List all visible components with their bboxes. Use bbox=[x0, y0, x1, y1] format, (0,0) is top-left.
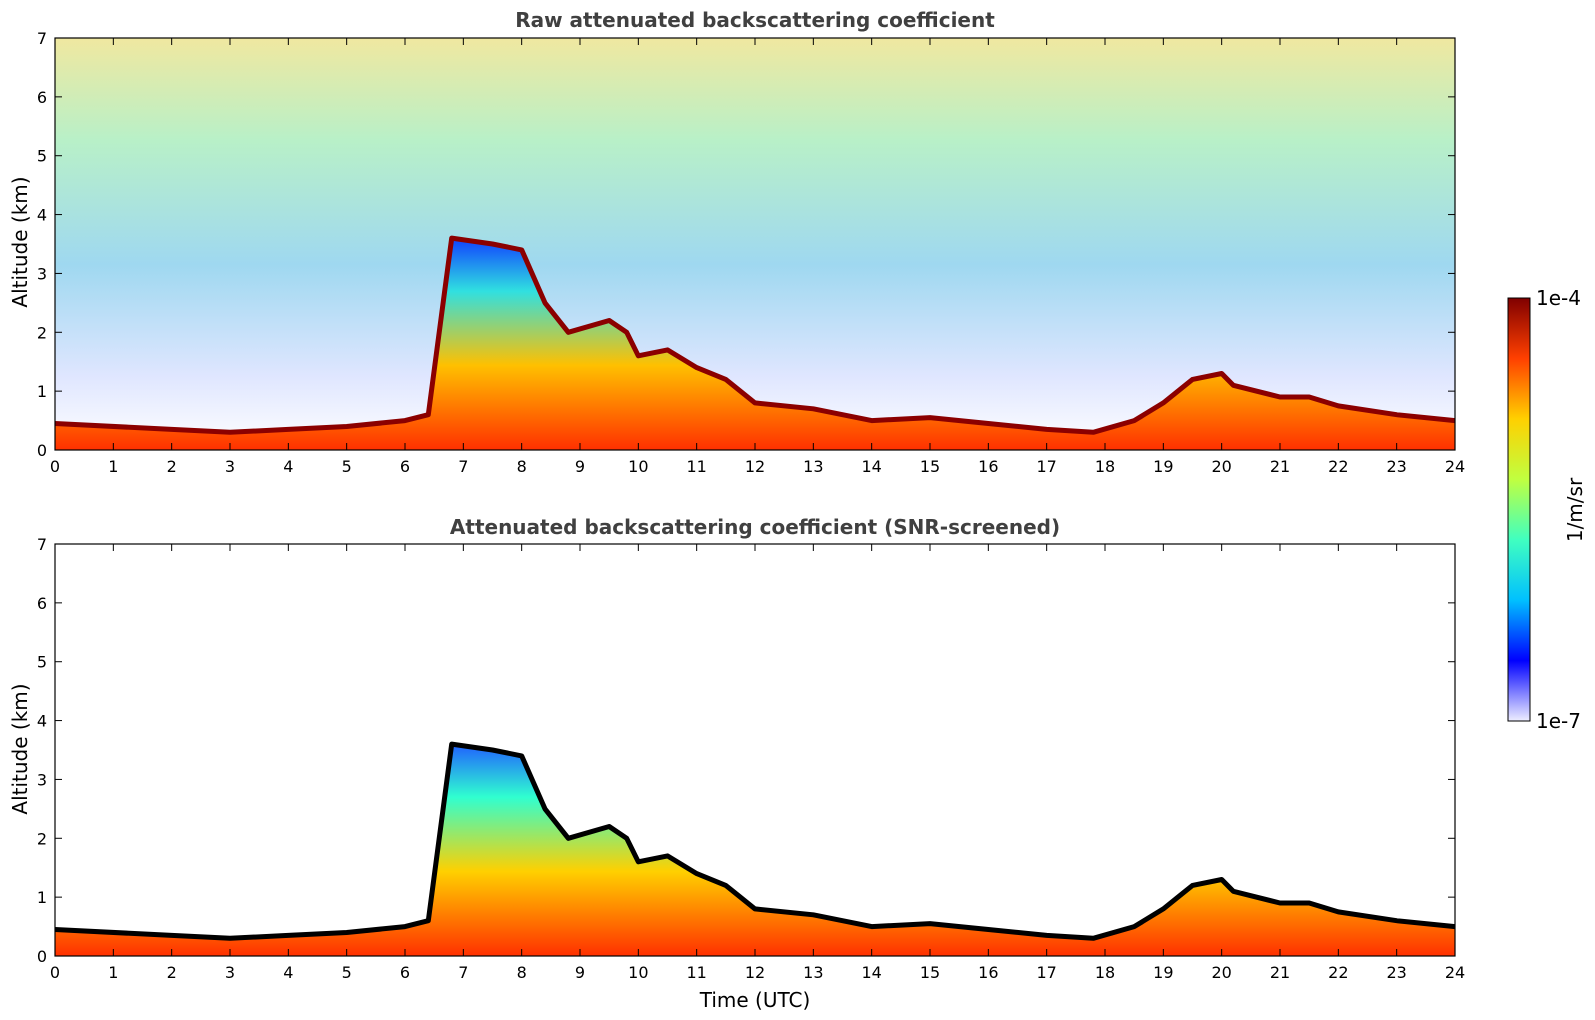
x-tick-label: 15 bbox=[920, 963, 940, 982]
x-tick-label: 19 bbox=[1153, 457, 1173, 476]
x-tick-label: 23 bbox=[1386, 457, 1406, 476]
x-tick-label: 3 bbox=[225, 963, 235, 982]
y-tick-label: 7 bbox=[37, 29, 47, 48]
x-tick-label: 13 bbox=[803, 457, 823, 476]
x-tick-label: 4 bbox=[283, 457, 293, 476]
x-tick-label: 5 bbox=[342, 457, 352, 476]
x-tick-label: 1 bbox=[108, 963, 118, 982]
layer-top-line bbox=[54, 235, 1456, 435]
colorbar-unit-label: 1/m/sr bbox=[1563, 477, 1587, 542]
x-tick-label: 9 bbox=[575, 963, 585, 982]
x-tick-label: 21 bbox=[1270, 963, 1290, 982]
x-tick-label: 23 bbox=[1386, 963, 1406, 982]
y-tick-label: 3 bbox=[37, 264, 47, 283]
colorbar-max-label: 1e-4 bbox=[1536, 286, 1581, 310]
y-tick-label: 4 bbox=[37, 712, 47, 731]
layer-area bbox=[55, 238, 1455, 450]
y-tick-label: 1 bbox=[37, 888, 47, 907]
x-tick-label: 21 bbox=[1270, 457, 1290, 476]
top-y-axis-label: Altitude (km) bbox=[8, 176, 32, 307]
x-tick-label: 22 bbox=[1328, 457, 1348, 476]
y-tick-label: 0 bbox=[37, 441, 47, 460]
y-tick-label: 5 bbox=[37, 147, 47, 166]
top-panel-title: Raw attenuated backscattering coefficien… bbox=[515, 8, 995, 32]
x-tick-label: 12 bbox=[745, 457, 765, 476]
colorbar-min-label: 1e-7 bbox=[1536, 709, 1581, 733]
bottom-x-axis-label: Time (UTC) bbox=[699, 988, 811, 1012]
x-tick-label: 15 bbox=[920, 457, 940, 476]
y-tick-label: 1 bbox=[37, 382, 47, 401]
x-tick-label: 14 bbox=[861, 963, 881, 982]
y-tick-label: 7 bbox=[37, 535, 47, 554]
x-tick-label: 0 bbox=[50, 963, 60, 982]
x-tick-label: 24 bbox=[1445, 963, 1465, 982]
x-tick-label: 8 bbox=[517, 963, 527, 982]
x-tick-label: 16 bbox=[978, 457, 998, 476]
x-tick-label: 12 bbox=[745, 963, 765, 982]
layer-top-line bbox=[54, 741, 1456, 941]
x-tick-label: 14 bbox=[861, 457, 881, 476]
x-tick-label: 0 bbox=[50, 457, 60, 476]
x-tick-label: 19 bbox=[1153, 963, 1173, 982]
x-tick-label: 7 bbox=[458, 963, 468, 982]
x-tick-label: 10 bbox=[628, 457, 648, 476]
top-plot-area: 0 1 2 3 4 5 6 7 8 9 10 11 12 13 14 15 16 17 18 19 20 21 22 23 24… bbox=[37, 29, 1465, 476]
x-tick-label: 4 bbox=[283, 963, 293, 982]
x-tick-label: 22 bbox=[1328, 963, 1348, 982]
y-tick-label: 0 bbox=[37, 947, 47, 966]
x-tick-label: 11 bbox=[686, 457, 706, 476]
colorbar-gradient bbox=[1507, 297, 1531, 722]
y-tick-label: 4 bbox=[37, 206, 47, 225]
x-tick-label: 5 bbox=[342, 963, 352, 982]
x-tick-label: 9 bbox=[575, 457, 585, 476]
colorbar: 1e-4 1e-7 1/m/sr bbox=[1507, 286, 1587, 733]
x-tick-label: 18 bbox=[1095, 457, 1115, 476]
top-panel: Raw attenuated backscattering coefficien… bbox=[8, 8, 1465, 476]
x-tick-label: 6 bbox=[400, 457, 410, 476]
x-tick-label: 2 bbox=[167, 963, 177, 982]
x-tick-label: 16 bbox=[978, 963, 998, 982]
x-tick-label: 7 bbox=[458, 457, 468, 476]
y-tick-label: 5 bbox=[37, 653, 47, 672]
x-tick-label: 13 bbox=[803, 963, 823, 982]
bottom-panel-title: Attenuated backscattering coefficient (S… bbox=[450, 515, 1060, 539]
x-tick-label: 17 bbox=[1036, 457, 1056, 476]
y-tick-label: 2 bbox=[37, 829, 47, 848]
bottom-y-axis-label: Altitude (km) bbox=[8, 683, 32, 814]
x-tick-label: 2 bbox=[167, 457, 177, 476]
x-tick-label: 6 bbox=[400, 963, 410, 982]
x-tick-label: 8 bbox=[517, 457, 527, 476]
x-tick-label: 11 bbox=[686, 963, 706, 982]
layer-area bbox=[55, 744, 1455, 956]
bottom-plot-area: 0 1 2 3 4 5 6 7 8 9 10 11 12 13 14 15 16 17 18 19 20 21 22 23 24… bbox=[37, 535, 1465, 982]
x-tick-label: 3 bbox=[225, 457, 235, 476]
bottom-panel: Attenuated backscattering coefficient (S… bbox=[8, 515, 1465, 1012]
x-tick-label: 20 bbox=[1211, 457, 1231, 476]
x-tick-label: 1 bbox=[108, 457, 118, 476]
y-tick-label: 2 bbox=[37, 323, 47, 342]
x-tick-label: 24 bbox=[1445, 457, 1465, 476]
x-tick-label: 17 bbox=[1036, 963, 1056, 982]
y-tick-label: 6 bbox=[37, 594, 47, 613]
y-tick-label: 3 bbox=[37, 770, 47, 789]
x-tick-label: 18 bbox=[1095, 963, 1115, 982]
y-tick-label: 6 bbox=[37, 88, 47, 107]
x-tick-label: 20 bbox=[1211, 963, 1231, 982]
x-tick-label: 10 bbox=[628, 963, 648, 982]
